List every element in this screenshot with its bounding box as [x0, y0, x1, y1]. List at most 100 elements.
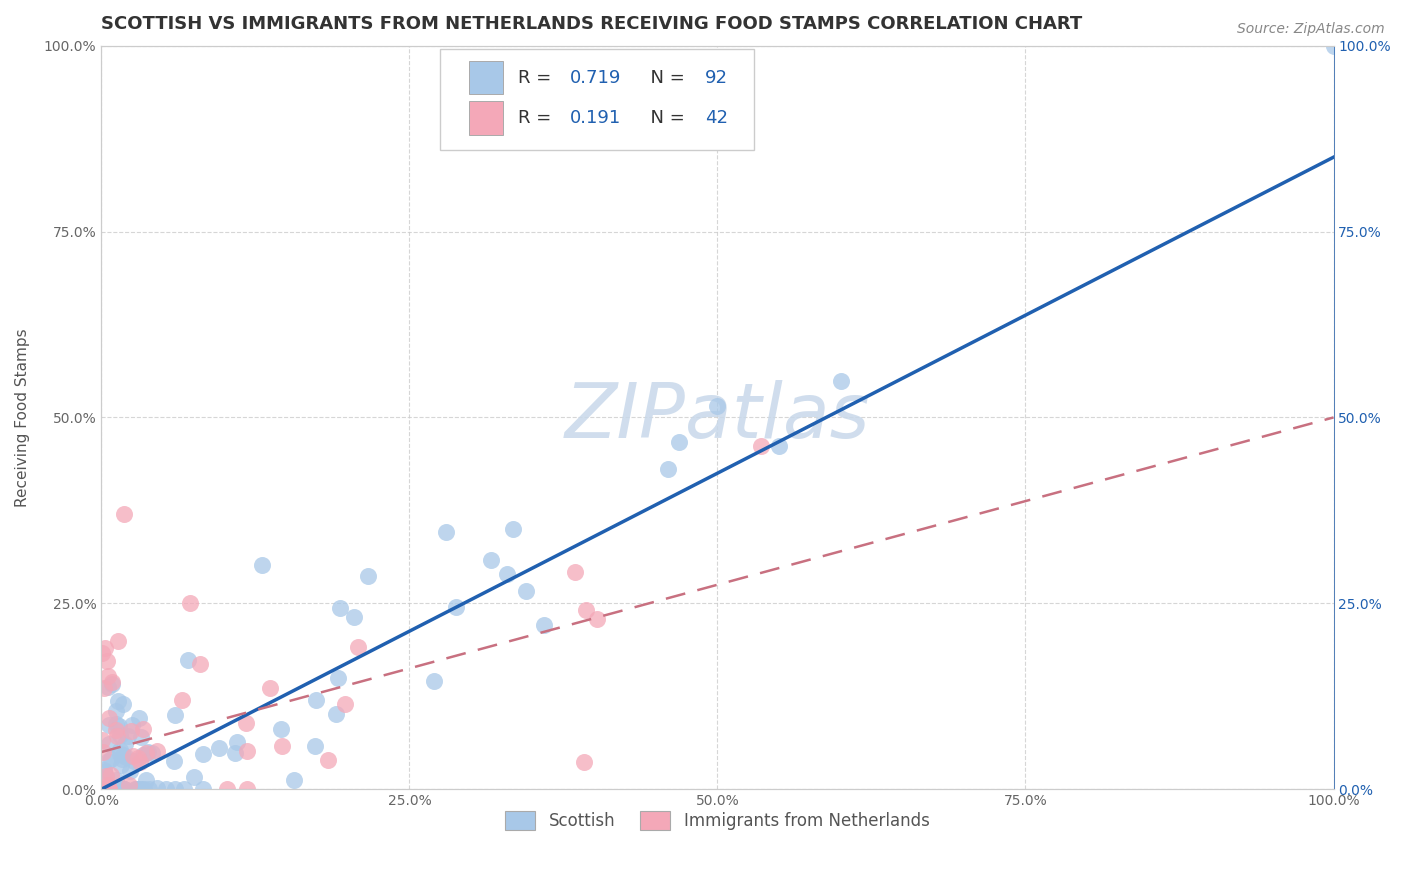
Point	[93, 782, 115, 797]
Point	[176, 653, 198, 667]
Point	[107, 782, 129, 797]
Point	[191, 747, 214, 761]
Point	[173, 782, 195, 797]
Point	[141, 746, 163, 760]
Point	[98, 782, 121, 797]
Point	[235, 715, 257, 730]
Point	[107, 782, 129, 797]
Text: N =: N =	[638, 109, 690, 127]
Point	[112, 782, 135, 797]
Point	[128, 711, 150, 725]
Point	[165, 782, 187, 797]
Text: 42: 42	[706, 109, 728, 127]
Point	[328, 671, 350, 685]
Point	[706, 399, 728, 413]
Point	[104, 782, 127, 797]
Point	[127, 782, 149, 797]
Point	[94, 782, 117, 797]
Point	[179, 596, 201, 610]
Point	[136, 745, 159, 759]
Point	[110, 782, 132, 797]
Point	[122, 749, 145, 764]
Point	[574, 755, 596, 769]
FancyBboxPatch shape	[468, 61, 503, 95]
Point	[97, 754, 120, 768]
Point	[101, 677, 124, 691]
Point	[135, 772, 157, 787]
Point	[128, 755, 150, 769]
Point	[112, 782, 135, 797]
Point	[138, 782, 160, 797]
Point	[657, 461, 679, 475]
Point	[97, 669, 120, 683]
Point	[155, 782, 177, 797]
Point	[112, 782, 135, 797]
Point	[124, 754, 146, 768]
Text: N =: N =	[638, 69, 690, 87]
Point	[117, 730, 139, 744]
Point	[111, 752, 134, 766]
Point	[830, 374, 852, 388]
Point	[502, 521, 524, 535]
Point	[105, 729, 128, 743]
Point	[188, 657, 211, 671]
Point	[111, 747, 134, 762]
Point	[97, 778, 120, 792]
Point	[94, 769, 117, 783]
Point	[208, 741, 231, 756]
Point	[110, 727, 132, 741]
Point	[283, 773, 305, 788]
Point	[91, 733, 114, 747]
Point	[93, 765, 115, 780]
Text: R =: R =	[517, 69, 557, 87]
Point	[132, 722, 155, 736]
Point	[304, 739, 326, 753]
Point	[93, 782, 115, 797]
Point	[668, 435, 690, 450]
Point	[104, 704, 127, 718]
Point	[100, 675, 122, 690]
Point	[112, 507, 135, 521]
Point	[768, 439, 790, 453]
Point	[134, 782, 156, 797]
FancyBboxPatch shape	[468, 101, 503, 135]
Point	[575, 603, 598, 617]
Point	[135, 746, 157, 760]
Point	[108, 743, 131, 757]
Point	[585, 612, 607, 626]
Point	[217, 782, 239, 797]
Point	[127, 751, 149, 765]
Point	[325, 707, 347, 722]
Point	[98, 711, 121, 725]
Point	[104, 772, 127, 787]
Point	[100, 782, 122, 797]
Point	[124, 782, 146, 797]
Point	[100, 768, 122, 782]
Point	[97, 737, 120, 751]
Point	[105, 716, 128, 731]
Point	[236, 743, 259, 757]
Point	[329, 600, 352, 615]
Legend: Scottish, Immigrants from Netherlands: Scottish, Immigrants from Netherlands	[499, 804, 936, 837]
Point	[183, 770, 205, 784]
Point	[120, 723, 142, 738]
Text: 92: 92	[706, 69, 728, 87]
Text: Source: ZipAtlas.com: Source: ZipAtlas.com	[1237, 22, 1385, 37]
FancyBboxPatch shape	[440, 49, 755, 150]
Point	[90, 782, 112, 797]
Text: SCOTTISH VS IMMIGRANTS FROM NETHERLANDS RECEIVING FOOD STAMPS CORRELATION CHART: SCOTTISH VS IMMIGRANTS FROM NETHERLANDS …	[101, 15, 1083, 33]
Point	[132, 748, 155, 763]
Point	[751, 439, 773, 453]
Point	[224, 747, 246, 761]
Point	[93, 681, 115, 695]
Point	[98, 718, 121, 732]
Point	[270, 722, 292, 736]
Point	[94, 640, 117, 655]
Point	[115, 750, 138, 764]
Point	[93, 763, 115, 777]
Text: 0.191: 0.191	[569, 109, 621, 127]
Point	[479, 553, 502, 567]
Y-axis label: Receiving Food Stamps: Receiving Food Stamps	[15, 328, 30, 507]
Point	[305, 692, 328, 706]
Point	[91, 646, 114, 660]
